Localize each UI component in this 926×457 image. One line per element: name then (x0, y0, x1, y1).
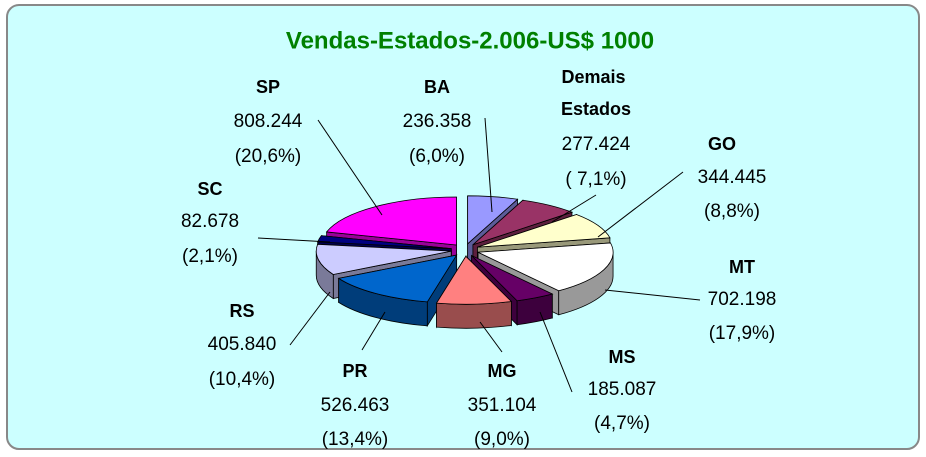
slice-label: Demais Estados (561, 67, 631, 119)
slice (477, 214, 611, 248)
leader-line (361, 311, 386, 351)
leader-line (604, 289, 701, 301)
slice-label: SP (256, 77, 280, 97)
percent-label: (20,6%) (235, 146, 302, 167)
leader-line (484, 117, 493, 213)
slice (471, 255, 554, 302)
slice (315, 243, 452, 275)
value-label: 82.678 (181, 211, 239, 232)
percent-label: (6,0%) (409, 146, 465, 167)
percent-label: (2,1%) (182, 246, 238, 267)
slice-label-line: Demais (561, 67, 630, 87)
slice-label: MG (488, 361, 517, 381)
chart-area (6, 4, 920, 450)
leader-line (597, 171, 684, 238)
percent-label: (10,4%) (209, 369, 276, 390)
slice (337, 254, 458, 303)
percent-label: (8,8%) (704, 201, 760, 222)
slice-label-line: Estados (561, 99, 631, 119)
chart-title: Vendas-Estados-2.006-US$ 1000 (286, 27, 654, 54)
slice-label: MT (729, 257, 755, 277)
leader-line (539, 311, 573, 393)
value-label: 185.087 (588, 379, 657, 400)
leader-line (479, 321, 503, 353)
slice (467, 195, 519, 245)
slice (435, 255, 513, 305)
slice-label: SC (197, 179, 222, 199)
slice (472, 199, 574, 246)
value-label: 526.463 (321, 395, 390, 416)
value-label: 808.244 (234, 111, 303, 132)
value-label: 351.104 (468, 395, 537, 416)
value-label: 344.445 (698, 167, 767, 188)
slice (317, 235, 452, 250)
percent-label: (17,9%) (709, 323, 776, 344)
slice-side (436, 301, 512, 329)
slice-label: GO (708, 134, 736, 154)
leader-line (317, 119, 383, 216)
leader-line (289, 291, 331, 346)
percent-label: (4,7%) (594, 413, 650, 434)
value-label: 405.840 (208, 334, 277, 355)
value-label: 236.358 (403, 111, 472, 132)
leader-line (551, 194, 597, 223)
leader-line (257, 237, 331, 243)
slice (476, 242, 614, 292)
value-label: 702.198 (708, 289, 777, 310)
percent-label: (13,4%) (322, 429, 389, 450)
percent-label: (9,0%) (474, 429, 530, 450)
value-label: 277.424 (562, 134, 631, 155)
slice-label: BA (424, 77, 450, 97)
percent-label: ( 7,1%) (565, 169, 626, 190)
slice-label: MS (609, 347, 636, 367)
slice-label: PR (342, 361, 367, 381)
slice-label: RS (229, 301, 254, 321)
slice (325, 196, 457, 246)
